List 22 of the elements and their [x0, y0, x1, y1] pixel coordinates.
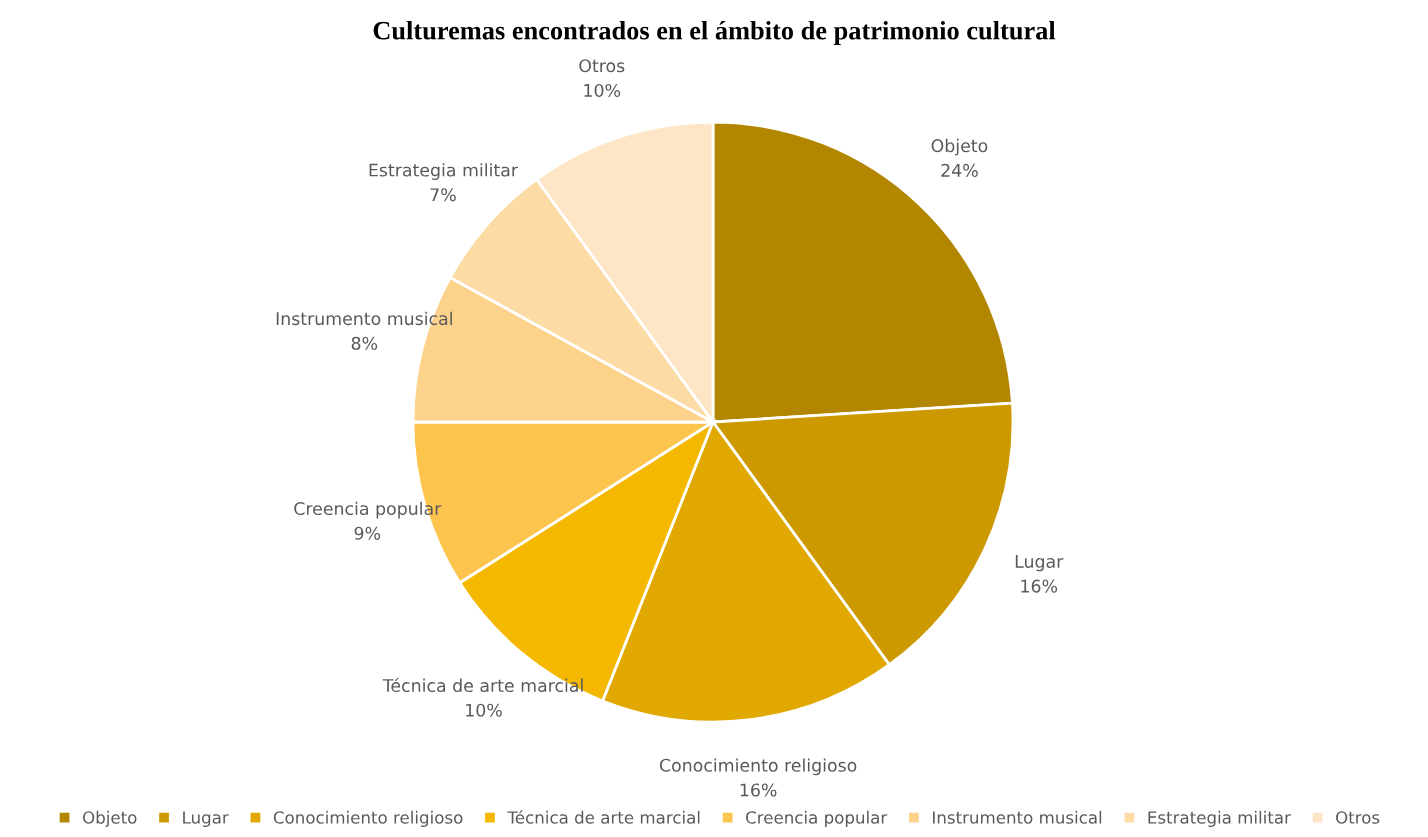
- slice-label: Lugar: [1015, 555, 1064, 572]
- legend-label: Lugar: [183, 811, 229, 827]
- legend-label: Estrategia militar: [1148, 810, 1291, 827]
- data-label: 10%: [466, 703, 502, 717]
- data-label: 24%: [941, 163, 978, 177]
- legend-label: Conocimiento religioso: [273, 810, 463, 827]
- slice-label: Otros: [579, 59, 625, 73]
- data-label: 7%: [430, 188, 456, 202]
- data-label: 16%: [740, 783, 777, 797]
- data-label: 9%: [354, 526, 381, 540]
- legend-label: Otros: [1336, 811, 1380, 824]
- data-label: 8%: [351, 336, 378, 350]
- legend-label: Instrumento musical: [933, 810, 1102, 824]
- legend-label: Técnica de arte marcial: [507, 810, 700, 824]
- legend-label: Creencia popular: [746, 810, 888, 827]
- data-label: 16%: [1021, 579, 1058, 593]
- legend-label: Objeto: [83, 810, 137, 827]
- slice-label: Estrategia militar: [369, 163, 518, 180]
- slice-label: Conocimiento religioso: [659, 758, 857, 776]
- slice-label: Objeto: [931, 138, 988, 156]
- chart-title: Culturemas encontrados en el ámbito de patrimonio cultural: [373, 20, 1056, 45]
- data-label: 10%: [584, 83, 621, 98]
